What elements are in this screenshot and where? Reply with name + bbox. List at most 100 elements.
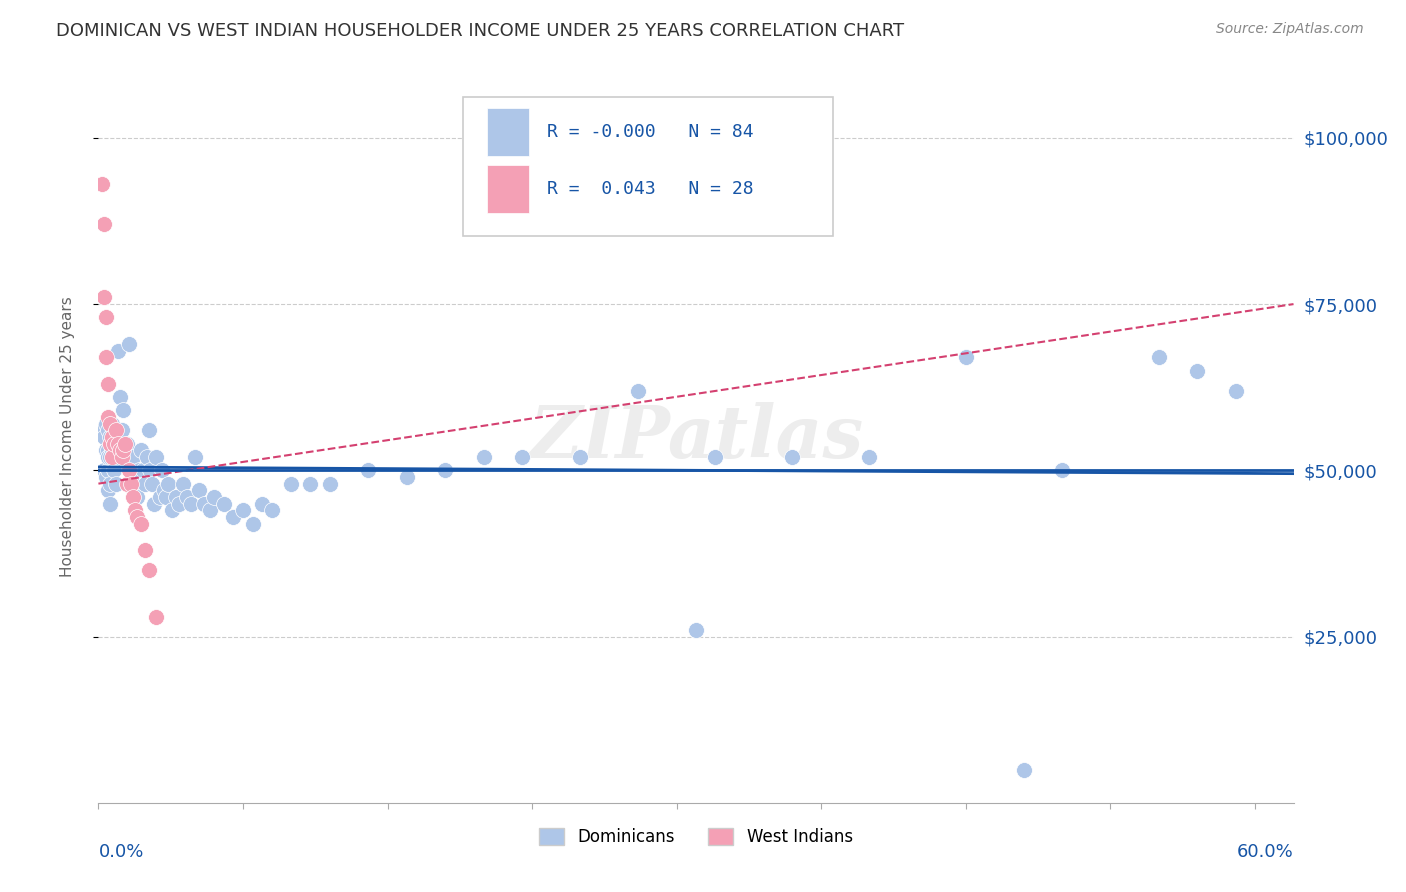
Point xyxy=(97,483,120,498)
Point xyxy=(112,403,135,417)
Point xyxy=(97,450,120,464)
Point xyxy=(1147,351,1170,365)
Point xyxy=(107,436,129,450)
Point xyxy=(91,424,114,438)
Point xyxy=(145,450,167,464)
Point xyxy=(97,463,120,477)
Point xyxy=(180,497,202,511)
Point xyxy=(782,450,804,464)
FancyBboxPatch shape xyxy=(463,97,834,235)
Point xyxy=(187,483,209,498)
Point xyxy=(155,490,177,504)
Point xyxy=(472,450,495,464)
Point xyxy=(103,436,125,450)
Point xyxy=(97,410,120,425)
Point xyxy=(103,463,125,477)
Point xyxy=(97,443,120,458)
Point xyxy=(193,497,215,511)
Y-axis label: Householder Income Under 25 years: Householder Income Under 25 years xyxy=(60,297,75,577)
Point xyxy=(91,178,114,192)
Point xyxy=(184,450,207,464)
Text: DOMINICAN VS WEST INDIAN HOUSEHOLDER INCOME UNDER 25 YEARS CORRELATION CHART: DOMINICAN VS WEST INDIAN HOUSEHOLDER INC… xyxy=(56,22,904,40)
Legend: Dominicans, West Indians: Dominicans, West Indians xyxy=(533,822,859,853)
Point xyxy=(299,476,322,491)
Point xyxy=(176,490,198,504)
Text: Source: ZipAtlas.com: Source: ZipAtlas.com xyxy=(1216,22,1364,37)
Point xyxy=(118,463,141,477)
Point xyxy=(108,390,131,404)
Point xyxy=(160,503,183,517)
Point xyxy=(98,476,121,491)
Point xyxy=(165,490,187,504)
Point xyxy=(212,497,235,511)
Point xyxy=(101,430,124,444)
Point xyxy=(242,516,264,531)
Text: R = -0.000   N = 84: R = -0.000 N = 84 xyxy=(547,123,754,141)
Point xyxy=(104,476,127,491)
Point xyxy=(122,450,145,464)
Point xyxy=(169,497,191,511)
Point xyxy=(93,463,115,477)
Point xyxy=(129,443,152,458)
Point xyxy=(103,436,125,450)
Point xyxy=(145,609,167,624)
Point xyxy=(135,450,157,464)
Point xyxy=(93,217,115,231)
Point xyxy=(101,417,124,431)
Point xyxy=(117,436,139,450)
Point xyxy=(156,476,179,491)
Point xyxy=(1225,384,1247,398)
Point xyxy=(858,450,880,464)
Point xyxy=(172,476,194,491)
Point xyxy=(141,476,163,491)
Point xyxy=(120,476,142,491)
Point xyxy=(98,436,121,450)
FancyBboxPatch shape xyxy=(486,108,529,156)
Point xyxy=(112,443,135,458)
Point xyxy=(153,483,176,498)
Point xyxy=(125,490,148,504)
Point xyxy=(98,450,121,464)
Point xyxy=(202,490,225,504)
Point xyxy=(222,509,245,524)
Point xyxy=(101,450,124,464)
Point xyxy=(134,476,156,491)
Point xyxy=(104,424,127,438)
Point xyxy=(1050,463,1073,477)
Point xyxy=(252,497,274,511)
Text: 60.0%: 60.0% xyxy=(1237,843,1294,861)
Point xyxy=(232,503,254,517)
Point xyxy=(120,463,142,477)
Text: ZIPatlas: ZIPatlas xyxy=(529,401,863,473)
Point xyxy=(143,497,166,511)
Point xyxy=(94,417,117,431)
Point xyxy=(98,430,121,444)
Point xyxy=(280,476,302,491)
Point xyxy=(395,470,418,484)
Point xyxy=(139,463,162,477)
Point xyxy=(114,450,136,464)
Point xyxy=(93,430,115,444)
Point xyxy=(704,450,727,464)
Point xyxy=(98,497,121,511)
Point xyxy=(685,623,707,637)
Point xyxy=(124,503,146,517)
Text: 0.0%: 0.0% xyxy=(98,843,143,861)
Point xyxy=(110,450,132,464)
Point xyxy=(94,310,117,325)
Point xyxy=(1012,763,1035,777)
Point xyxy=(150,463,173,477)
Point xyxy=(627,384,650,398)
Point xyxy=(955,351,977,365)
Point xyxy=(1185,363,1208,377)
Point xyxy=(98,417,121,431)
Point xyxy=(108,443,131,458)
Point xyxy=(117,476,139,491)
Point xyxy=(97,424,120,438)
Point xyxy=(124,476,146,491)
Point xyxy=(93,290,115,304)
Point xyxy=(569,450,592,464)
Point xyxy=(138,563,160,577)
Point xyxy=(94,351,117,365)
Point xyxy=(260,503,283,517)
